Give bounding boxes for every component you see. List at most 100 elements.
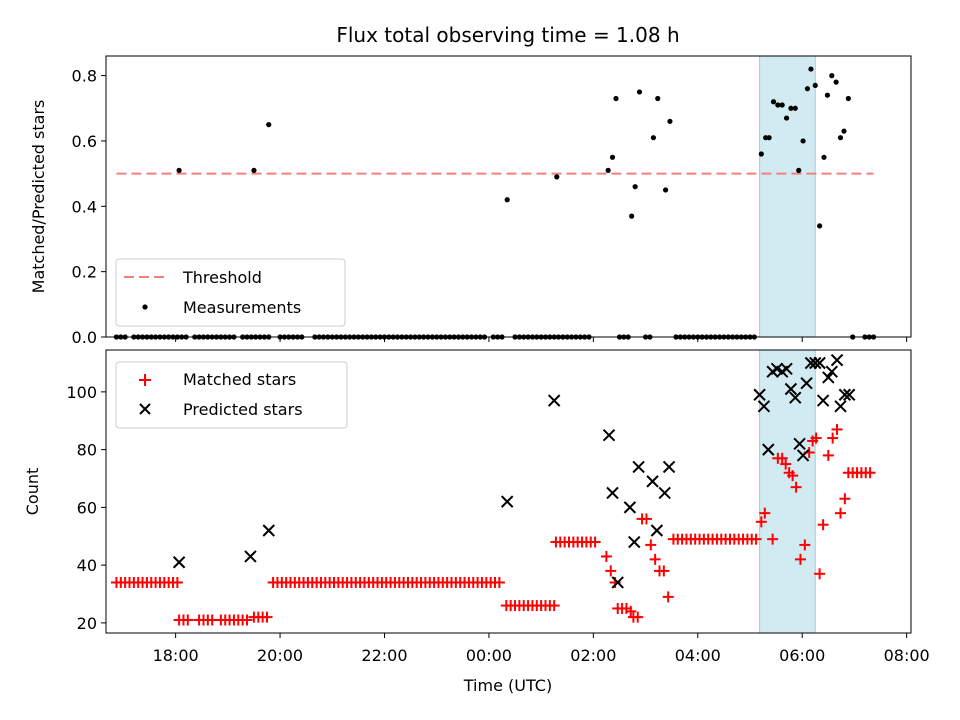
measurement-point <box>837 135 844 141</box>
bottom-y-axis-label: Count <box>23 468 42 516</box>
matched-star-point <box>241 614 253 626</box>
top-legend: Threshold Measurements <box>115 258 346 327</box>
predicted-star-point <box>658 486 671 500</box>
measurement-point <box>613 95 619 102</box>
x-tick-label: 02:00 <box>570 646 616 665</box>
predicted-star-point <box>800 377 813 390</box>
x-tick-label: 04:00 <box>675 646 721 665</box>
measurement-point <box>758 151 764 157</box>
matched-star-point <box>750 533 762 545</box>
measurement-point <box>554 174 560 180</box>
measurement-point <box>504 197 510 203</box>
matched-star-point <box>831 423 843 435</box>
predicted-star-points <box>172 353 856 589</box>
measurement-point <box>632 184 638 190</box>
predicted-star-point <box>262 524 275 537</box>
legend-measurement-swatch <box>142 304 148 310</box>
measurement-point <box>817 223 823 229</box>
measurement-point <box>796 167 802 173</box>
matched-star-point <box>632 611 644 623</box>
predicted-star-point <box>632 460 645 474</box>
predicted-star-point <box>646 475 659 488</box>
predicted-star-point <box>809 356 822 370</box>
measurement-point <box>792 105 798 111</box>
measurement-point <box>655 95 661 102</box>
matched-star-point <box>799 539 811 551</box>
top-panel: 0.00.20.40.60.8 Matched/Predicted stars … <box>29 55 912 347</box>
x-tick-label: 20:00 <box>257 646 303 665</box>
bottom-y-tick-label: 80 <box>77 441 97 460</box>
matched-star-point <box>171 576 183 588</box>
top-plot-frame <box>105 55 912 338</box>
matched-star-point <box>822 449 834 461</box>
predicted-star-point <box>825 365 839 378</box>
matched-star-point <box>794 553 806 565</box>
predicted-star-point <box>822 371 835 384</box>
bottom-axis-ticks: 20 40 60 80 100 18:00 20:00 22:00 00:00 02:00 04:0… <box>66 383 929 665</box>
measurement-point <box>176 167 182 173</box>
matched-star-point <box>600 550 612 562</box>
matched-star-point <box>787 470 799 482</box>
predicted-star-point <box>816 394 830 407</box>
measurement-point <box>779 102 785 108</box>
top-legend-box <box>115 258 346 327</box>
predicted-star-point <box>789 391 802 404</box>
legend-matched-label: Matched stars <box>183 370 296 389</box>
bottom-panel: 20 40 60 80 100 18:00 20:00 22:00 00:00 02:00 04:0… <box>23 349 930 695</box>
matched-star-point <box>493 576 505 588</box>
predicted-star-point <box>843 388 856 401</box>
measurement-point <box>770 99 777 105</box>
bottom-plot-frame <box>105 349 912 634</box>
predicted-star-point <box>650 524 664 537</box>
matched-star-point <box>835 507 847 519</box>
predicted-star-point <box>662 460 676 474</box>
measurement-point <box>605 167 611 173</box>
predicted-star-point <box>172 556 186 569</box>
chart-title: Flux total observing time = 1.08 h <box>336 23 679 47</box>
legend-predicted-swatch <box>139 403 151 415</box>
predicted-star-point <box>244 550 257 563</box>
measurement-point <box>824 92 831 98</box>
predicted-star-point <box>813 356 826 370</box>
predicted-star-point <box>793 437 806 451</box>
measurement-point <box>833 79 839 85</box>
predicted-star-point <box>796 449 810 462</box>
measurement-point <box>800 138 806 144</box>
measurement-point <box>841 128 847 134</box>
measurement-point <box>829 73 835 79</box>
measurement-point <box>804 86 811 92</box>
measurement-point <box>812 82 818 89</box>
top-axis-ticks: 0.0 0.2 0.4 0.6 0.8 <box>72 67 908 347</box>
predicted-star-point <box>602 428 616 442</box>
predicted-star-point <box>834 400 847 413</box>
measurement-point <box>766 135 772 141</box>
predicted-star-point <box>780 362 793 375</box>
measurement-point <box>788 105 794 111</box>
bottom-y-tick-label: 100 <box>66 383 97 402</box>
bottom-y-tick-label: 20 <box>77 614 97 633</box>
top-y-tick-label: 0.4 <box>72 197 97 216</box>
predicted-star-point <box>830 353 844 367</box>
matched-star-point <box>839 493 851 505</box>
matched-star-point <box>649 553 661 565</box>
matched-star-point <box>261 611 273 623</box>
predicted-star-point <box>757 400 771 413</box>
matched-star-point <box>658 565 670 577</box>
matched-star-point <box>625 605 637 617</box>
top-y-tick-label: 0.2 <box>72 263 97 282</box>
matched-star-point <box>605 565 617 577</box>
matched-star-point <box>589 536 601 548</box>
predicted-star-point <box>784 382 798 396</box>
matched-star-point <box>182 614 194 626</box>
predicted-star-point <box>547 394 561 407</box>
measurement-points <box>176 66 851 229</box>
matched-star-point <box>790 481 802 493</box>
top-y-tick-label: 0.0 <box>72 328 97 347</box>
measurement-point <box>808 66 814 72</box>
measurement-point <box>667 118 673 124</box>
matched-star-point <box>767 533 779 545</box>
predicted-star-point <box>606 486 619 500</box>
bottom-y-tick-label: 60 <box>77 498 97 517</box>
matched-star-point <box>662 591 674 603</box>
